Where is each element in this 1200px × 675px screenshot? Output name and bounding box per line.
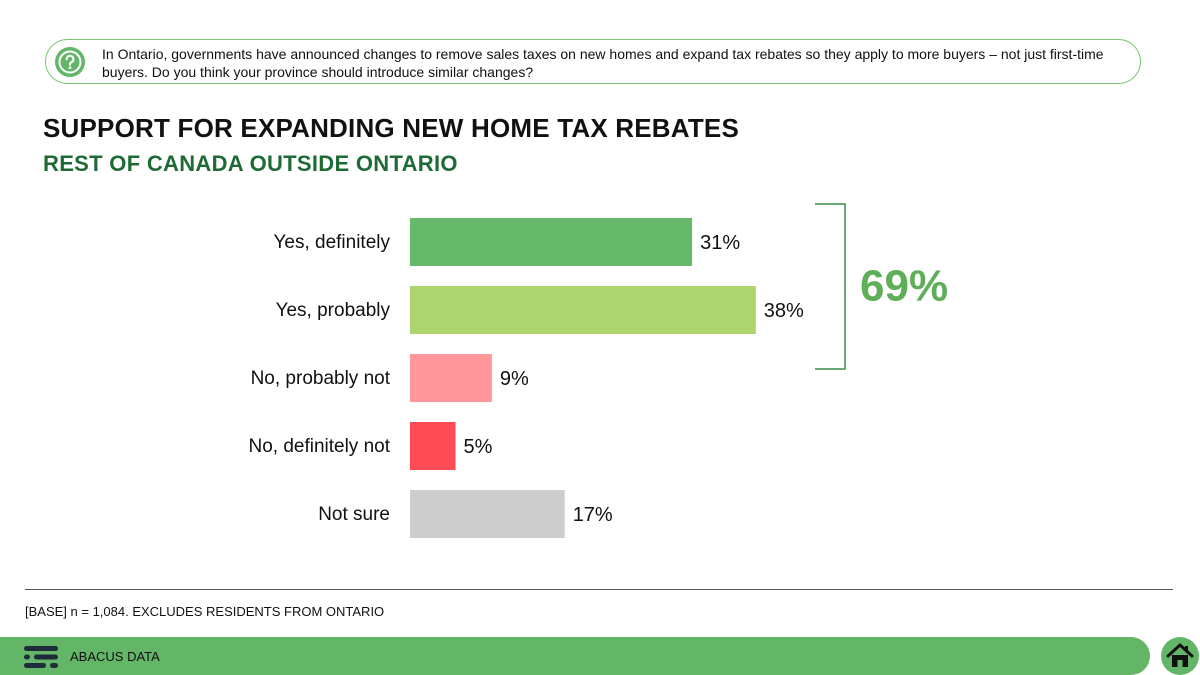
bar	[410, 422, 456, 470]
bar	[410, 354, 492, 402]
value-label: 5%	[464, 436, 493, 458]
bar	[410, 490, 565, 538]
category-label: Not sure	[318, 504, 390, 525]
chart-title: SUPPORT FOR EXPANDING NEW HOME TAX REBAT…	[43, 113, 739, 143]
abacus-logo-icon	[24, 646, 58, 668]
value-label: 31%	[700, 232, 740, 254]
home-button[interactable]	[1161, 637, 1199, 675]
value-label: 38%	[764, 300, 804, 322]
footer-divider	[25, 589, 1173, 590]
category-label: No, probably not	[251, 368, 391, 389]
bar-chart: Yes, definitely 31% Yes, probably 38% No, pr…	[248, 203, 948, 538]
category-label: Yes, definitely	[273, 232, 390, 253]
base-note: [BASE] n = 1,084. EXCLUDES RESIDENTS FRO…	[25, 604, 385, 619]
brand-name: ABACUS DATA	[70, 649, 160, 664]
total-label: 69%	[860, 262, 948, 311]
value-label: 17%	[573, 504, 613, 526]
chart-subtitle: REST OF CANADA OUTSIDE ONTARIO	[43, 151, 458, 176]
question-text: In Ontario, governments have announced c…	[102, 46, 1104, 80]
bar	[410, 218, 693, 266]
category-label: No, definitely not	[248, 436, 390, 457]
category-label: Yes, probably	[276, 300, 391, 321]
value-label: 9%	[500, 368, 529, 390]
question-box: In Ontario, governments have announced c…	[45, 39, 1141, 84]
bar	[410, 286, 756, 334]
bracket-line	[815, 203, 846, 370]
footer-bar: ABACUS DATA	[0, 637, 1150, 675]
home-icon	[1166, 643, 1194, 667]
question-icon	[55, 47, 85, 77]
